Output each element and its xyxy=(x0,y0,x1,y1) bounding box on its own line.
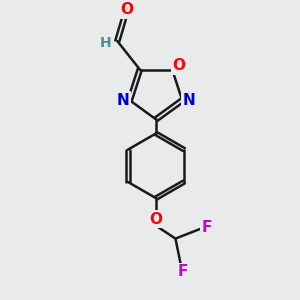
Text: F: F xyxy=(178,264,188,279)
Text: O: O xyxy=(120,2,133,17)
Text: N: N xyxy=(117,93,130,108)
Text: F: F xyxy=(201,220,212,235)
Text: N: N xyxy=(182,93,195,108)
Text: O: O xyxy=(149,212,163,226)
Text: H: H xyxy=(100,35,112,50)
Text: O: O xyxy=(172,58,185,74)
